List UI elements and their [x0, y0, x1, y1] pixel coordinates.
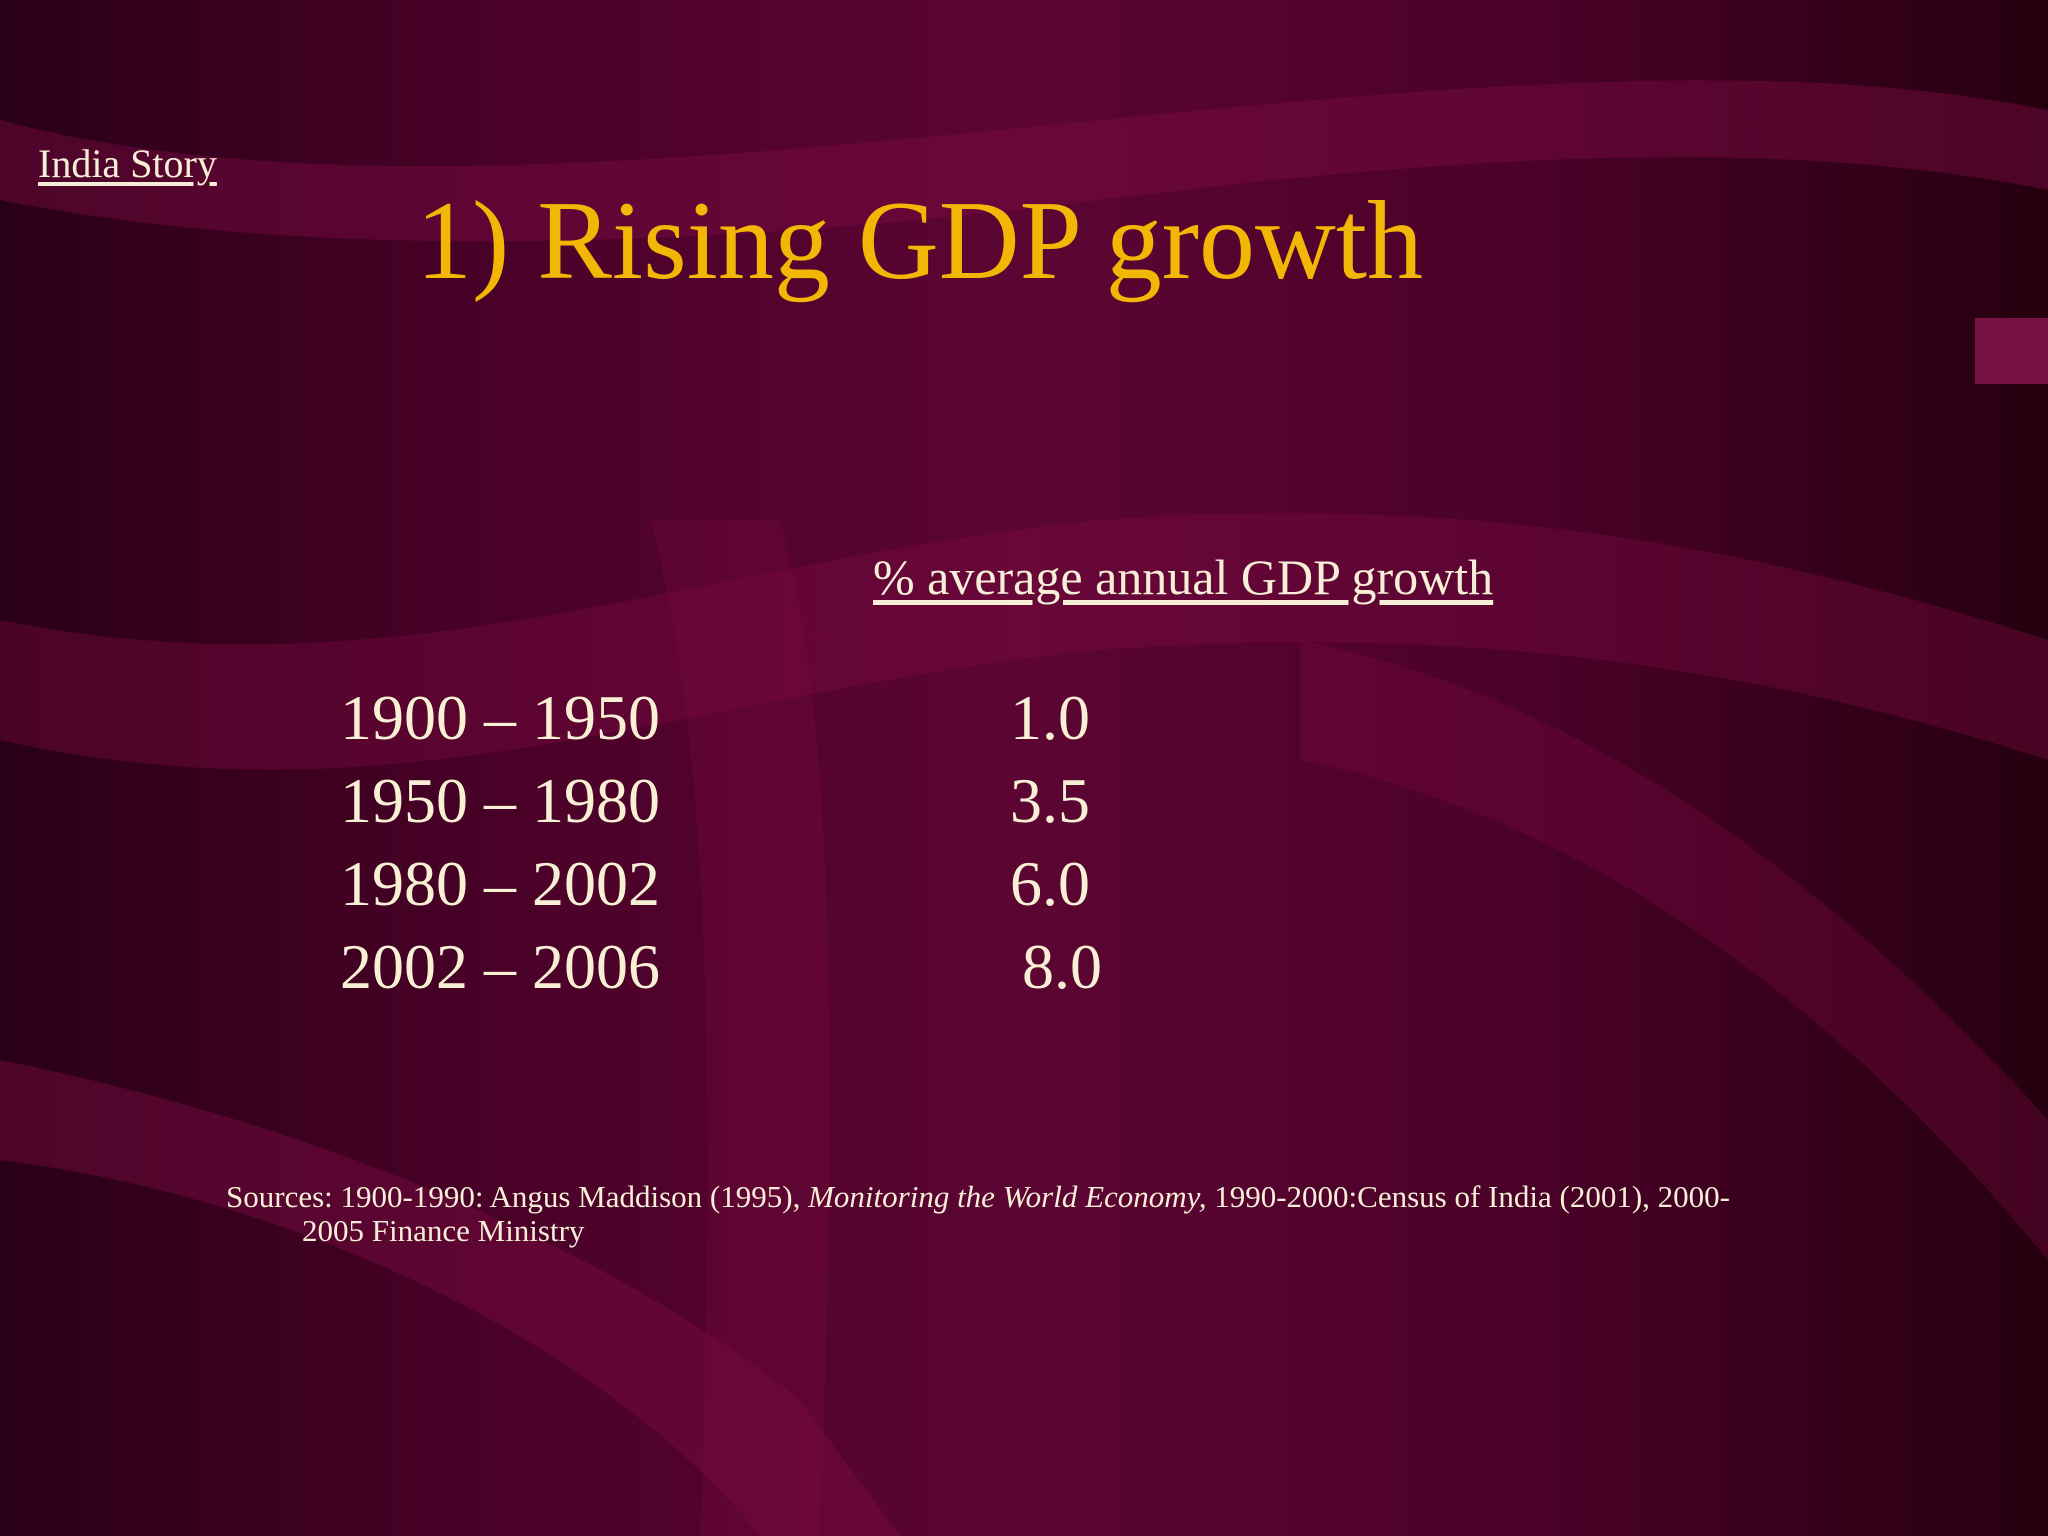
- slide-title: 1) Rising GDP growth: [416, 179, 1424, 303]
- edge-tab: [1975, 318, 2048, 384]
- growth-value: 8.0: [1022, 931, 1102, 1002]
- sources-suffix: 1990-2000:Census of India (2001), 2000-: [1206, 1179, 1730, 1214]
- table-row: 1980 – 2002 6.0: [320, 842, 1220, 925]
- growth-value: 3.5: [1010, 765, 1090, 836]
- gdp-growth-table: 1900 – 1950 1.0 1950 – 1980 3.5 1980 – 2…: [320, 676, 1220, 1008]
- period-label: 1980 – 2002: [340, 848, 660, 919]
- period-label: 2002 – 2006: [340, 931, 660, 1002]
- swoosh-lower: [0, 1060, 900, 1536]
- sources-line-2: 2005 Finance Ministry: [302, 1213, 585, 1248]
- swoosh-right: [1300, 640, 2048, 1260]
- swoosh-vertical: [650, 520, 830, 1536]
- swoosh-top: [0, 80, 2048, 242]
- period-label: 1950 – 1980: [340, 765, 660, 836]
- sources-footnote: Sources: 1900-1990: Angus Maddison (1995…: [226, 1180, 1906, 1248]
- sources-book-title: Monitoring the World Economy,: [808, 1179, 1207, 1214]
- period-label: 1900 – 1950: [340, 682, 660, 753]
- table-row: 2002 – 2006 8.0: [320, 925, 1220, 1008]
- india-story-link[interactable]: India Story: [38, 141, 217, 186]
- table-row: 1900 – 1950 1.0: [320, 676, 1220, 759]
- growth-value: 6.0: [1010, 848, 1090, 919]
- growth-column-header: % average annual GDP growth: [873, 549, 1494, 605]
- sources-prefix: Sources: 1900-1990: Angus Maddison (1995…: [226, 1179, 809, 1214]
- table-row: 1950 – 1980 3.5: [320, 759, 1220, 842]
- swoosh-middle: [0, 512, 2048, 770]
- growth-value: 1.0: [1010, 682, 1090, 753]
